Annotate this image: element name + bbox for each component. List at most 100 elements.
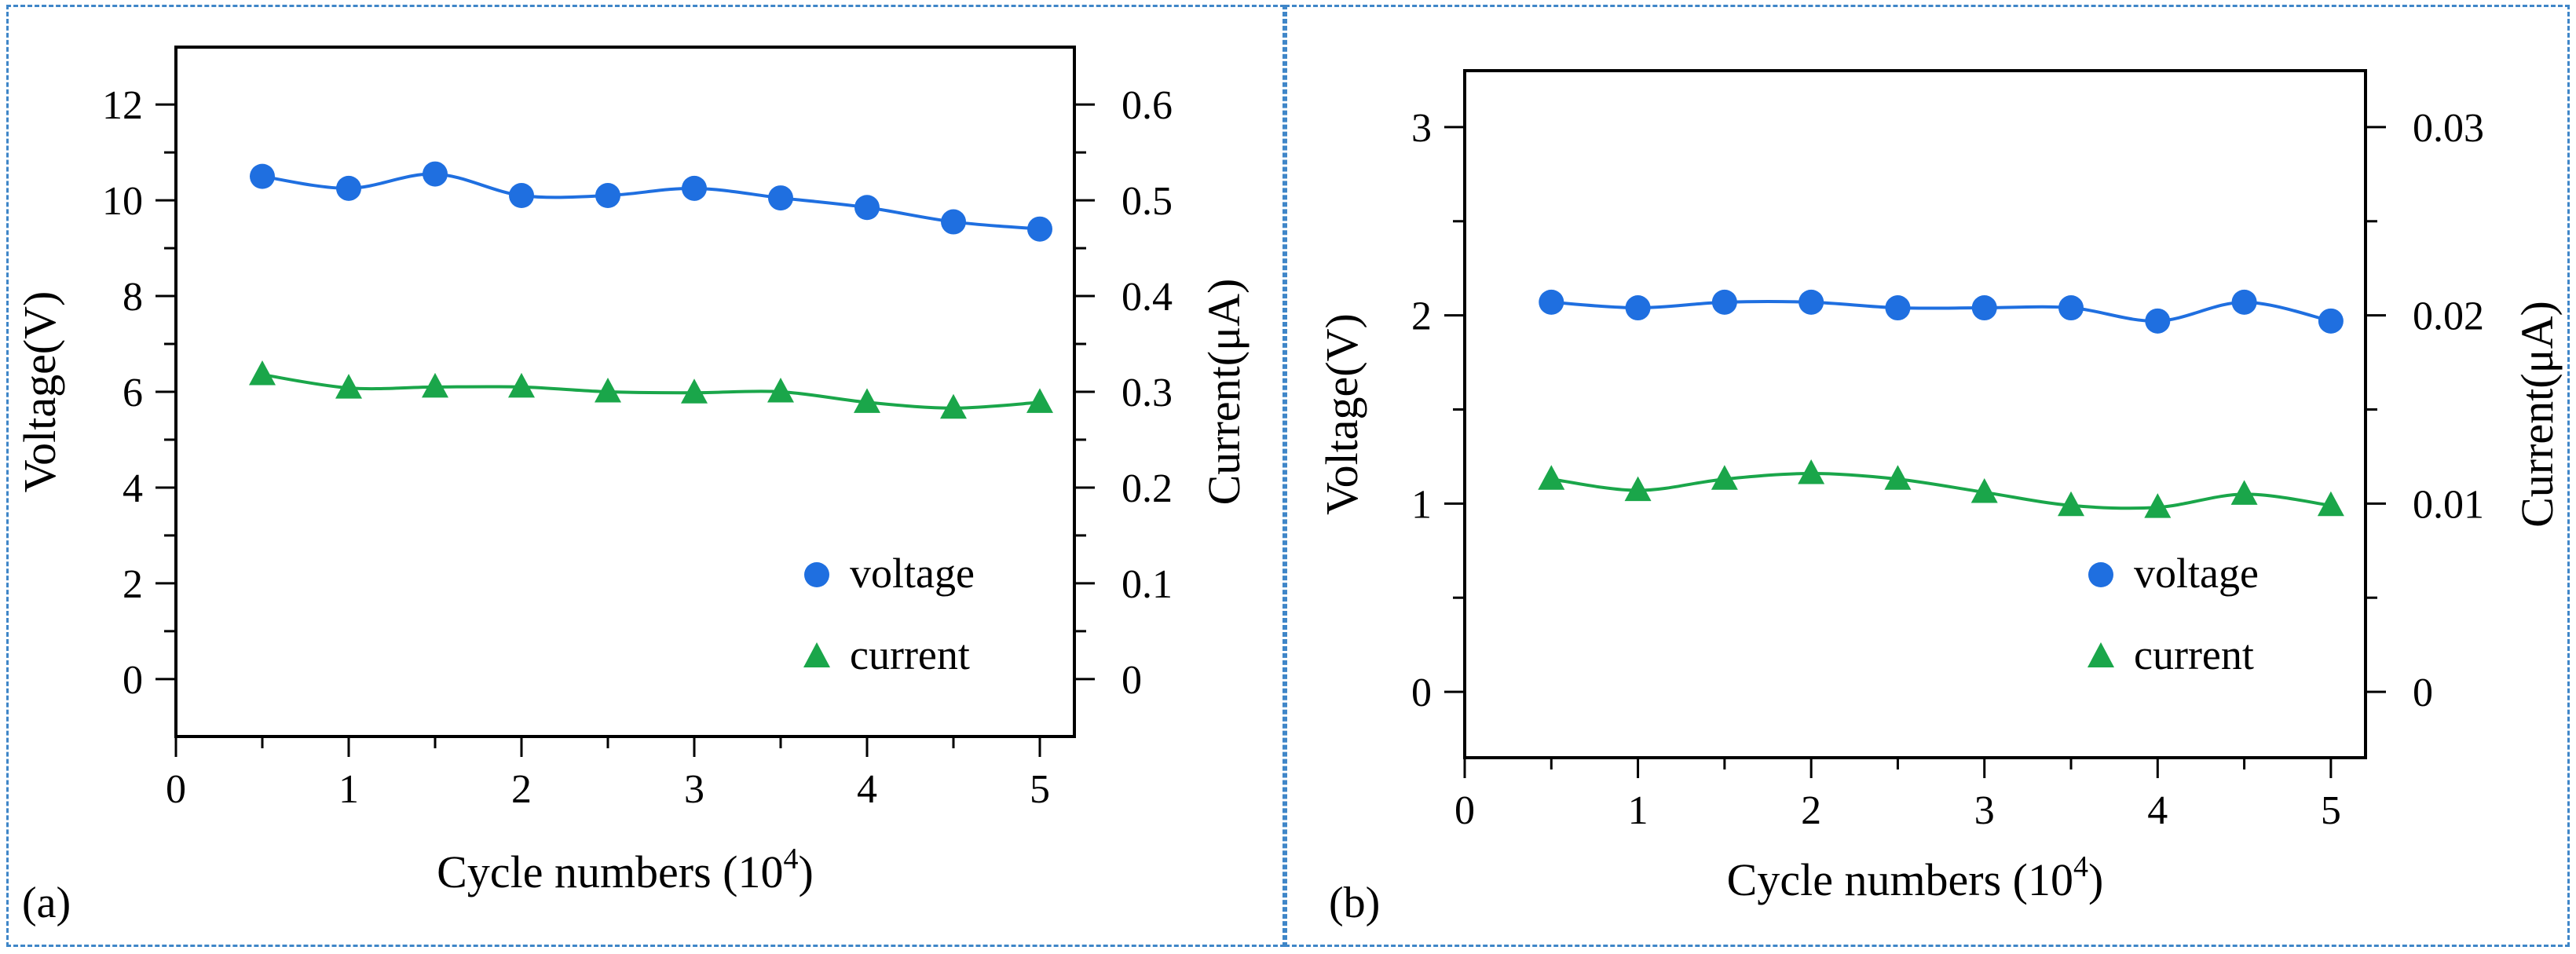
voltage-point: [1798, 289, 1824, 315]
x-tick-label: 4: [857, 767, 877, 812]
y-left-tick-label: 0: [123, 658, 143, 703]
x-axis-title-text: Cycle numbers (10: [437, 846, 783, 897]
x-tick-label: 3: [1974, 788, 1995, 833]
voltage-point: [854, 195, 880, 221]
y-left-tick-label: 10: [102, 179, 143, 224]
current-point: [854, 388, 880, 413]
y-left-axis-title: Voltage(V): [1316, 313, 1367, 515]
legend-current-label: current: [850, 631, 970, 678]
y-left-tick-label: 2: [1411, 294, 1432, 339]
x-axis-title-close: ): [799, 846, 814, 897]
legend-voltage-marker: [804, 562, 829, 587]
voltage-point: [1885, 295, 1911, 321]
voltage-point: [941, 209, 966, 235]
chart-panel-b: 0 1 2 3 4 5 0 1 2 3 0 0.01 0.02 0.03 Cycle numbers (10…: [1316, 69, 2563, 927]
chart-panel-a: 0 1 2 3 4 502468101200.10.20.30.40.50.6Cycle …: [14, 46, 1250, 927]
y-left-tick-label: 6: [123, 371, 143, 415]
voltage-point: [2231, 289, 2257, 315]
voltage-point: [423, 161, 448, 187]
y-left-tick-label: 1: [1411, 482, 1432, 527]
legend-voltage-label: voltage: [850, 550, 975, 597]
y-right-tick-label: 0.3: [1122, 371, 1173, 415]
current-point: [1884, 465, 1912, 490]
x-tick-label: 0: [1454, 788, 1475, 833]
x-tick-label: 1: [1628, 788, 1648, 833]
y-right-tick-label: 0.01: [2413, 482, 2484, 527]
current-point: [767, 378, 794, 403]
voltage-point: [250, 163, 275, 189]
current-point: [508, 372, 535, 398]
panel-label: (a): [22, 879, 71, 927]
current-point: [1026, 388, 1053, 413]
y-right-tick-label: 0: [1122, 658, 1142, 703]
y-right-tick-label: 0.4: [1122, 275, 1173, 320]
voltage-point: [2145, 308, 2171, 334]
current-point: [422, 372, 448, 398]
current-point: [1711, 465, 1738, 490]
x-tick-label: 5: [1030, 767, 1050, 812]
y-right-axis-title: Current(μA): [2512, 301, 2563, 528]
y-left-tick-label: 12: [102, 83, 143, 128]
current-point: [595, 378, 621, 403]
y-right-tick-label: 0.6: [1122, 83, 1173, 128]
voltage-point: [682, 175, 707, 201]
panel-b-frame: [1285, 5, 2570, 947]
voltage-point: [595, 183, 620, 209]
y-left-tick-label: 4: [123, 466, 143, 511]
voltage-point: [2318, 308, 2344, 334]
legend-current-marker: [803, 642, 830, 667]
y-right-tick-label: 0: [2413, 671, 2433, 715]
x-axis-title: Cycle numbers (104): [1727, 850, 2104, 905]
y-right-tick-label: 0.2: [1122, 466, 1173, 511]
legend-current-marker: [2088, 642, 2114, 667]
voltage-point: [509, 183, 534, 209]
x-axis-title-text: Cycle numbers (10: [1727, 854, 2073, 905]
x-axis-title-exponent: 4: [2073, 850, 2088, 883]
x-axis-title-close: ): [2088, 854, 2103, 905]
panel-label: (b): [1329, 879, 1380, 927]
y-left-tick-label: 3: [1411, 106, 1432, 151]
y-left-tick-label: 8: [123, 275, 143, 320]
current-point: [249, 360, 276, 386]
x-tick-label: 0: [166, 767, 186, 812]
legend-voltage-marker: [2088, 562, 2113, 587]
current-point: [2230, 480, 2258, 505]
y-right-tick-label: 0.1: [1122, 562, 1173, 607]
x-tick-label: 1: [338, 767, 359, 812]
y-left-tick-label: 2: [123, 562, 143, 607]
series-line-current: [1551, 472, 2332, 510]
y-right-tick-label: 0.02: [2413, 294, 2484, 339]
voltage-point: [1625, 295, 1651, 321]
series-line-voltage: [262, 172, 1041, 231]
voltage-point: [1971, 295, 1997, 321]
voltage-point: [768, 185, 793, 211]
x-tick-label: 4: [2147, 788, 2168, 833]
current-point: [681, 378, 708, 404]
current-point: [1538, 465, 1565, 490]
current-point: [1624, 476, 1652, 502]
voltage-point: [336, 175, 361, 201]
legend-voltage-label: voltage: [2134, 550, 2259, 597]
current-point: [940, 393, 967, 419]
current-point: [2317, 491, 2344, 517]
series-line-current: [262, 373, 1041, 410]
x-tick-label: 5: [2321, 788, 2341, 833]
series-line-voltage: [1551, 299, 2332, 323]
x-tick-label: 2: [1801, 788, 1821, 833]
voltage-point: [2058, 295, 2084, 321]
x-tick-label: 2: [511, 767, 532, 812]
x-axis-title-exponent: 4: [784, 843, 799, 875]
voltage-point: [1027, 216, 1052, 242]
current-point: [1970, 477, 1998, 503]
y-right-tick-label: 0.5: [1122, 179, 1173, 224]
current-point: [2144, 493, 2172, 518]
x-axis-title: Cycle numbers (104): [437, 843, 814, 897]
plot-frame: [1463, 69, 2367, 759]
x-tick-label: 3: [684, 767, 704, 812]
voltage-point: [1539, 289, 1564, 315]
panel-a-frame: [6, 5, 1285, 947]
y-right-axis-title: Current(μA): [1198, 279, 1250, 506]
y-left-tick-label: 0: [1411, 671, 1432, 715]
voltage-point: [1711, 289, 1737, 315]
